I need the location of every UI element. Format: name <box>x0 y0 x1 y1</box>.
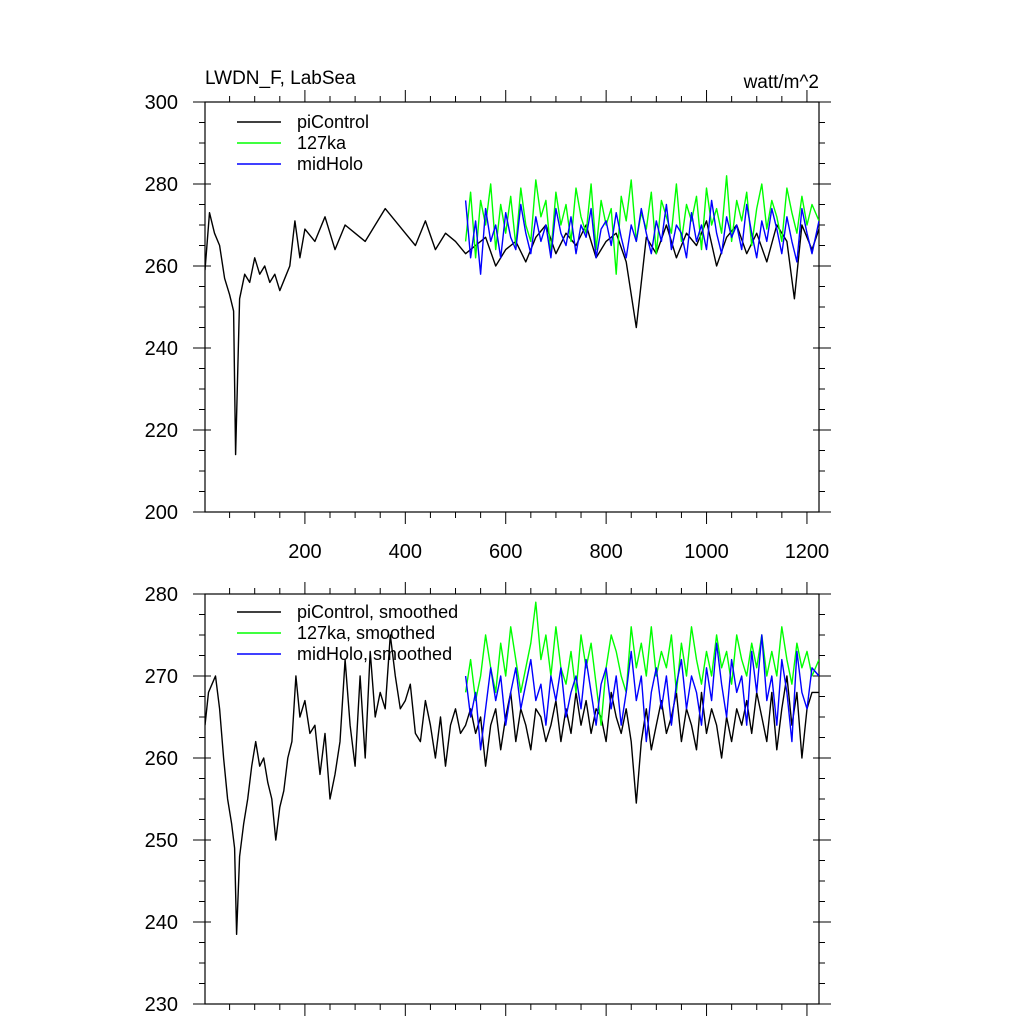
series-line-picontrol-smoothed <box>205 634 819 935</box>
chart-title: LWDN_F, LabSea <box>205 68 356 89</box>
series-group <box>205 175 819 456</box>
x-tick-label: 600 <box>489 541 522 563</box>
x-tick-label: 800 <box>589 541 622 563</box>
series-line-127ka-smoothed <box>464 601 819 726</box>
x-tick-label: 1200 <box>785 541 830 563</box>
y-tick-label: 200 <box>145 502 178 524</box>
series-group <box>205 601 819 935</box>
y-tick-label: 240 <box>145 912 178 934</box>
y-tick-label: 260 <box>145 748 178 770</box>
y-tick-label: 280 <box>145 174 178 196</box>
chart-panel-2: 230 240 250 260 270 280 piControl, smoothed127… <box>145 582 831 1016</box>
chart-panel-1: 200 220 240 260 280 300 200 400 600 800 1000 1200 LW… <box>145 68 831 563</box>
x-tick-label: 400 <box>389 541 422 563</box>
series-line-midholo-smoothed <box>464 634 819 751</box>
series-line-picontrol <box>205 207 819 456</box>
legend-label: midHolo <box>297 154 363 174</box>
legend-label: piControl, smoothed <box>297 602 458 622</box>
x-tick-label: 200 <box>288 541 321 563</box>
y-tick-label: 230 <box>145 994 178 1016</box>
series-line-midholo <box>464 199 819 275</box>
chart-units: watt/m^2 <box>743 72 819 93</box>
legend-label: 127ka <box>297 133 347 153</box>
y-tick-label: 300 <box>145 92 178 114</box>
y-tick-label: 270 <box>145 666 178 688</box>
legend-label: piControl <box>297 112 369 132</box>
legend-label: midHolo, smoothed <box>297 644 452 664</box>
y-tick-label: 280 <box>145 584 178 606</box>
y-tick-label: 250 <box>145 830 178 852</box>
legend-label: 127ka, smoothed <box>297 623 435 643</box>
y-tick-label: 260 <box>145 256 178 278</box>
y-tick-label: 220 <box>145 420 178 442</box>
x-tick-label: 1000 <box>684 541 729 563</box>
y-tick-label: 240 <box>145 338 178 360</box>
